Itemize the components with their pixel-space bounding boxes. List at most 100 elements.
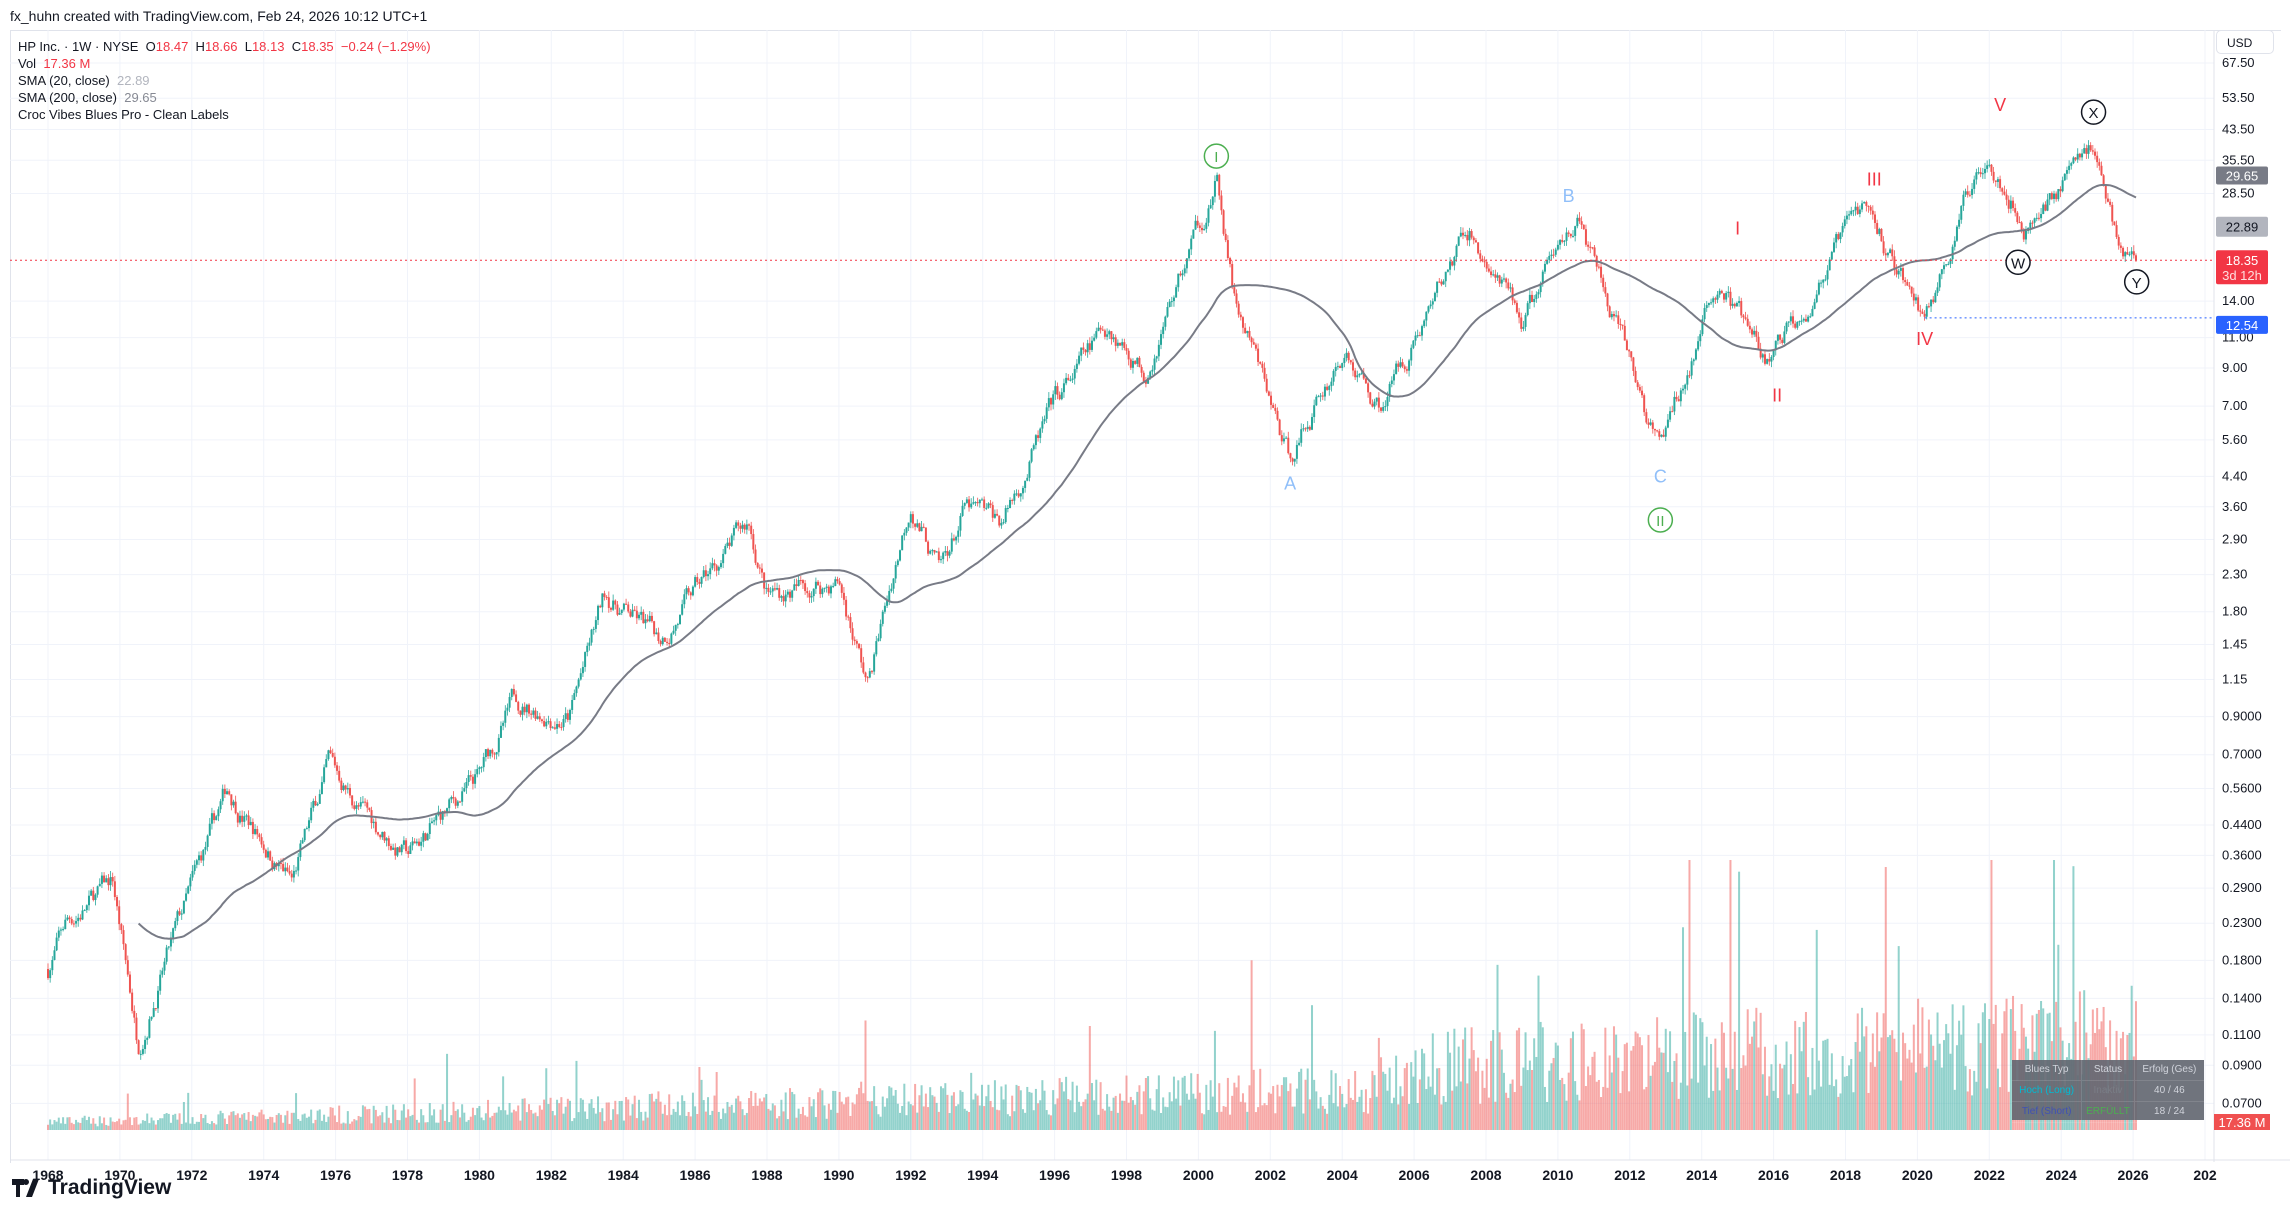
indicator-row[interactable]: Croc Vibes Blues Pro - Clean Labels bbox=[18, 106, 431, 123]
volume-bar bbox=[241, 1114, 244, 1130]
candle-body bbox=[551, 727, 554, 729]
volume-bar bbox=[409, 1116, 412, 1130]
volume-bar bbox=[1164, 1106, 1167, 1130]
volume-bar bbox=[965, 1110, 968, 1130]
tradingview-logo[interactable]: TradingView bbox=[12, 1176, 171, 1200]
close-label: C bbox=[291, 39, 302, 54]
candle-body bbox=[905, 527, 908, 533]
candle-body bbox=[1919, 310, 1922, 312]
symbol-title[interactable]: HP Inc. · 1W · NYSE bbox=[18, 39, 139, 54]
candle-body bbox=[700, 577, 703, 584]
volume-bar bbox=[163, 1114, 166, 1130]
volume-bar bbox=[942, 1088, 945, 1130]
volume-bar bbox=[976, 1095, 979, 1130]
volume-bar bbox=[1216, 1112, 1219, 1130]
candle-body bbox=[581, 666, 584, 674]
candle-body bbox=[950, 538, 953, 552]
currency-button[interactable]: USD bbox=[2216, 30, 2274, 54]
symbol-ohlc-row[interactable]: HP Inc. · 1W · NYSE O18.47 H18.66 L18.13… bbox=[18, 38, 431, 55]
volume-bar bbox=[849, 1115, 852, 1130]
volume-bar bbox=[1401, 1096, 1404, 1130]
volume-bar bbox=[1270, 1093, 1273, 1130]
cell-result: 40 / 46 bbox=[2154, 1085, 2185, 1096]
volume-bar bbox=[1220, 1111, 1223, 1130]
volume-bar bbox=[622, 1120, 625, 1130]
volume-bar bbox=[547, 1104, 550, 1130]
volume-bar bbox=[1759, 1012, 1762, 1130]
candle-body bbox=[1554, 249, 1557, 255]
candle-body bbox=[1362, 373, 1365, 379]
candle-body bbox=[845, 599, 848, 617]
volume-bar bbox=[1050, 1115, 1053, 1130]
candle-body bbox=[1792, 316, 1795, 324]
volume-bar bbox=[1500, 1049, 1503, 1130]
candle-body bbox=[83, 910, 86, 912]
candle-body bbox=[1110, 331, 1113, 340]
candle-body bbox=[1142, 372, 1145, 382]
candle-body bbox=[914, 523, 917, 527]
volume-bar bbox=[549, 1097, 552, 1130]
candle-body bbox=[1675, 396, 1678, 400]
volume-bar bbox=[185, 1122, 188, 1130]
volume-bar bbox=[825, 1118, 828, 1130]
candle-body bbox=[2100, 165, 2103, 176]
price-tick-label: 1.45 bbox=[2222, 636, 2247, 651]
volume-bar bbox=[92, 1118, 95, 1130]
candle-body bbox=[1151, 369, 1154, 372]
volume-bar bbox=[1822, 1040, 1825, 1130]
volume-bar bbox=[793, 1094, 796, 1130]
time-tick-label: 1990 bbox=[823, 1167, 854, 1183]
volume-bar bbox=[269, 1116, 272, 1130]
volume-bar bbox=[1157, 1075, 1160, 1130]
candle-body bbox=[1556, 244, 1559, 250]
candle-body bbox=[1861, 203, 1864, 210]
candle-body bbox=[907, 522, 910, 528]
candle-body bbox=[2111, 204, 2114, 222]
candle-body bbox=[2040, 213, 2043, 219]
volume-bar bbox=[594, 1113, 597, 1130]
candle-body bbox=[1878, 228, 1881, 234]
volume-bar bbox=[991, 1107, 994, 1130]
candle-body bbox=[806, 591, 809, 594]
candle-body bbox=[1515, 302, 1518, 313]
volume-bar bbox=[847, 1096, 850, 1130]
candle-body bbox=[970, 503, 973, 508]
candle-body bbox=[1464, 234, 1467, 236]
candle-body bbox=[1099, 327, 1102, 330]
candle-body bbox=[879, 623, 882, 639]
candle-body bbox=[262, 844, 265, 850]
volume-bar bbox=[1852, 1092, 1855, 1130]
sma200-row[interactable]: SMA (200, close) 29.65 bbox=[18, 89, 431, 106]
candle-body bbox=[191, 870, 194, 878]
sma20-row[interactable]: SMA (20, close) 22.89 bbox=[18, 72, 431, 89]
candle-body bbox=[1300, 429, 1303, 443]
volume-bar bbox=[1513, 1092, 1516, 1130]
volume-bar bbox=[1090, 1083, 1093, 1130]
volume-bar bbox=[1444, 1101, 1447, 1130]
candle-body bbox=[1930, 299, 1933, 307]
candle-body bbox=[1789, 316, 1792, 322]
time-tick-label: 1994 bbox=[967, 1167, 998, 1183]
volume-bar bbox=[1746, 1009, 1749, 1130]
time-tick-label: 1982 bbox=[536, 1167, 567, 1183]
volume-bar bbox=[77, 1122, 80, 1130]
price-tick-label: 53.50 bbox=[2222, 90, 2255, 105]
volume-row[interactable]: Vol 17.36 M bbox=[18, 55, 431, 72]
price-tick-label: 0.9000 bbox=[2222, 709, 2262, 724]
candle-body bbox=[976, 502, 979, 504]
candle-body bbox=[1418, 335, 1421, 337]
volume-bar bbox=[1386, 1090, 1389, 1130]
wave-label: III bbox=[1867, 169, 1882, 189]
volume-bar bbox=[911, 1105, 914, 1130]
candle-body bbox=[560, 726, 563, 728]
candle-body bbox=[1638, 387, 1641, 391]
volume-bar bbox=[842, 1104, 845, 1130]
candle-body bbox=[292, 870, 295, 878]
candle-body bbox=[2132, 251, 2135, 256]
volume-bar bbox=[182, 1102, 185, 1130]
candle-body bbox=[955, 536, 958, 541]
candle-body bbox=[344, 785, 347, 790]
candle-body bbox=[1893, 256, 1896, 270]
candle-body bbox=[353, 805, 356, 809]
